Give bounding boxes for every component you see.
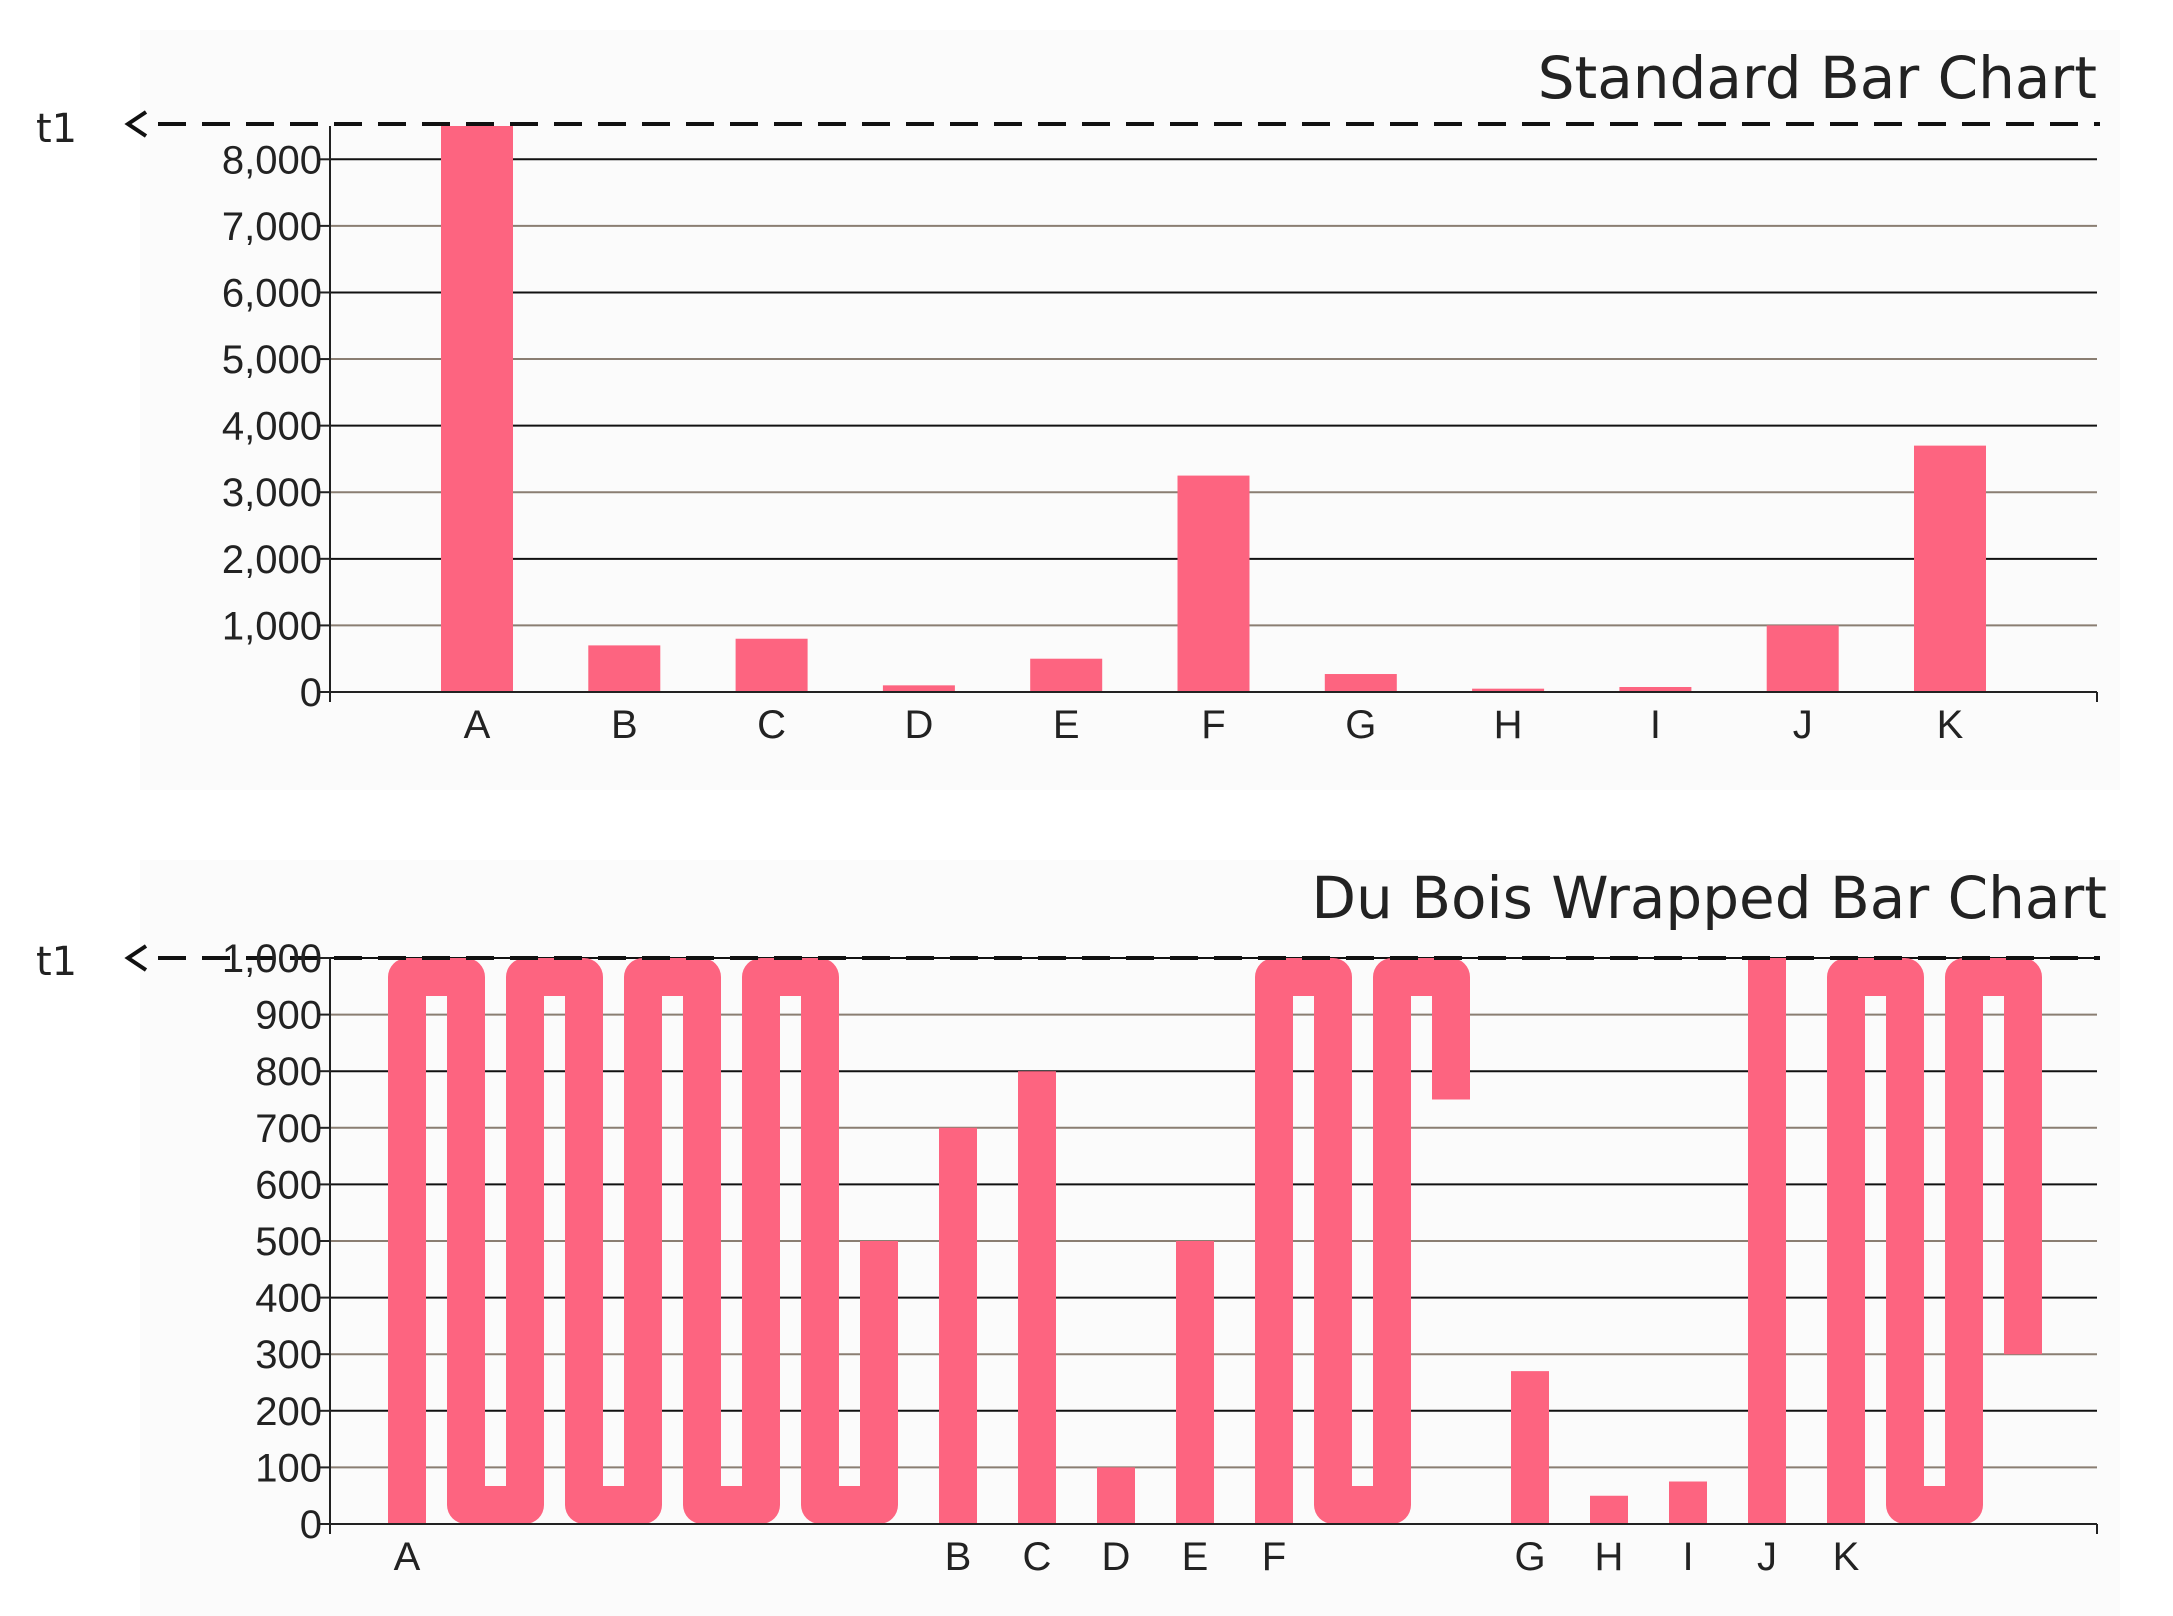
x-tick-label: D — [904, 703, 933, 747]
x-tick-label: I — [1682, 1535, 1693, 1579]
y-tick-label: 0 — [300, 671, 322, 715]
x-tick-label: C — [1023, 1535, 1052, 1579]
chart-title-wrapped: Du Bois Wrapped Bar Chart — [1311, 864, 2107, 932]
y-tick-label: 4,000 — [222, 405, 322, 449]
x-tick-label: H — [1595, 1535, 1624, 1579]
y-tick-label: 5,000 — [222, 338, 322, 382]
bar-D — [882, 685, 955, 692]
x-tick-label: D — [1102, 1535, 1131, 1579]
x-tick-label: B — [611, 703, 638, 747]
x-tick-label: E — [1053, 703, 1080, 747]
y-tick-label: 800 — [255, 1050, 322, 1094]
bar-I — [1619, 687, 1692, 692]
y-tick-label: 8,000 — [222, 138, 322, 182]
chart-title-standard: Standard Bar Chart — [1538, 44, 2097, 112]
x-tick-label: J — [1757, 1535, 1777, 1579]
threshold-label-wrapped: t1 — [36, 939, 77, 985]
y-tick-label: 7,000 — [222, 205, 322, 249]
y-tick-label: 1,000 — [222, 937, 322, 981]
x-tick-label: G — [1345, 703, 1376, 747]
y-tick-label: 700 — [255, 1107, 322, 1151]
x-tick-label: F — [1201, 703, 1225, 747]
bar-F — [1177, 475, 1250, 692]
x-tick-label: I — [1650, 703, 1661, 747]
x-tick-label: C — [757, 703, 786, 747]
y-tick-label: 0 — [300, 1503, 322, 1547]
y-tick-label: 400 — [255, 1277, 322, 1321]
bar-J — [1766, 625, 1839, 692]
wrapped-bar-F — [1255, 958, 1470, 1524]
y-tick-label: 200 — [255, 1390, 322, 1434]
y-tick-label: 100 — [255, 1446, 322, 1490]
x-tick-label: K — [1937, 703, 1964, 747]
x-tick-label: K — [1833, 1535, 1860, 1579]
y-tick-label: 3,000 — [222, 471, 322, 515]
wrapped-bar-A — [388, 958, 898, 1524]
y-tick-label: 1,000 — [222, 604, 322, 648]
threshold-arrow-icon — [124, 944, 148, 972]
bar-C — [735, 638, 808, 692]
wrapped-bar-K — [1827, 958, 2042, 1524]
bar-B — [588, 645, 661, 692]
y-tick-label: 2,000 — [222, 538, 322, 582]
x-tick-label: A — [464, 703, 491, 747]
threshold-label-standard: t1 — [36, 106, 77, 152]
x-tick-label: A — [394, 1535, 421, 1579]
bar-K — [1914, 445, 1986, 692]
x-tick-label: H — [1494, 703, 1523, 747]
x-tick-label: G — [1514, 1535, 1545, 1579]
bar-E — [1030, 658, 1103, 692]
x-tick-label: B — [945, 1535, 972, 1579]
bar-H — [1472, 688, 1545, 692]
x-tick-label: F — [1262, 1535, 1286, 1579]
y-tick-label: 500 — [255, 1220, 322, 1264]
y-tick-label: 600 — [255, 1163, 322, 1207]
bar-G — [1324, 674, 1397, 692]
y-tick-label: 300 — [255, 1333, 322, 1377]
bar-A — [441, 126, 513, 692]
x-tick-label: J — [1793, 703, 1813, 747]
threshold-arrow-icon — [124, 110, 148, 138]
x-tick-label: E — [1182, 1535, 1209, 1579]
y-tick-label: 900 — [255, 994, 322, 1038]
y-tick-label: 6,000 — [222, 271, 322, 315]
